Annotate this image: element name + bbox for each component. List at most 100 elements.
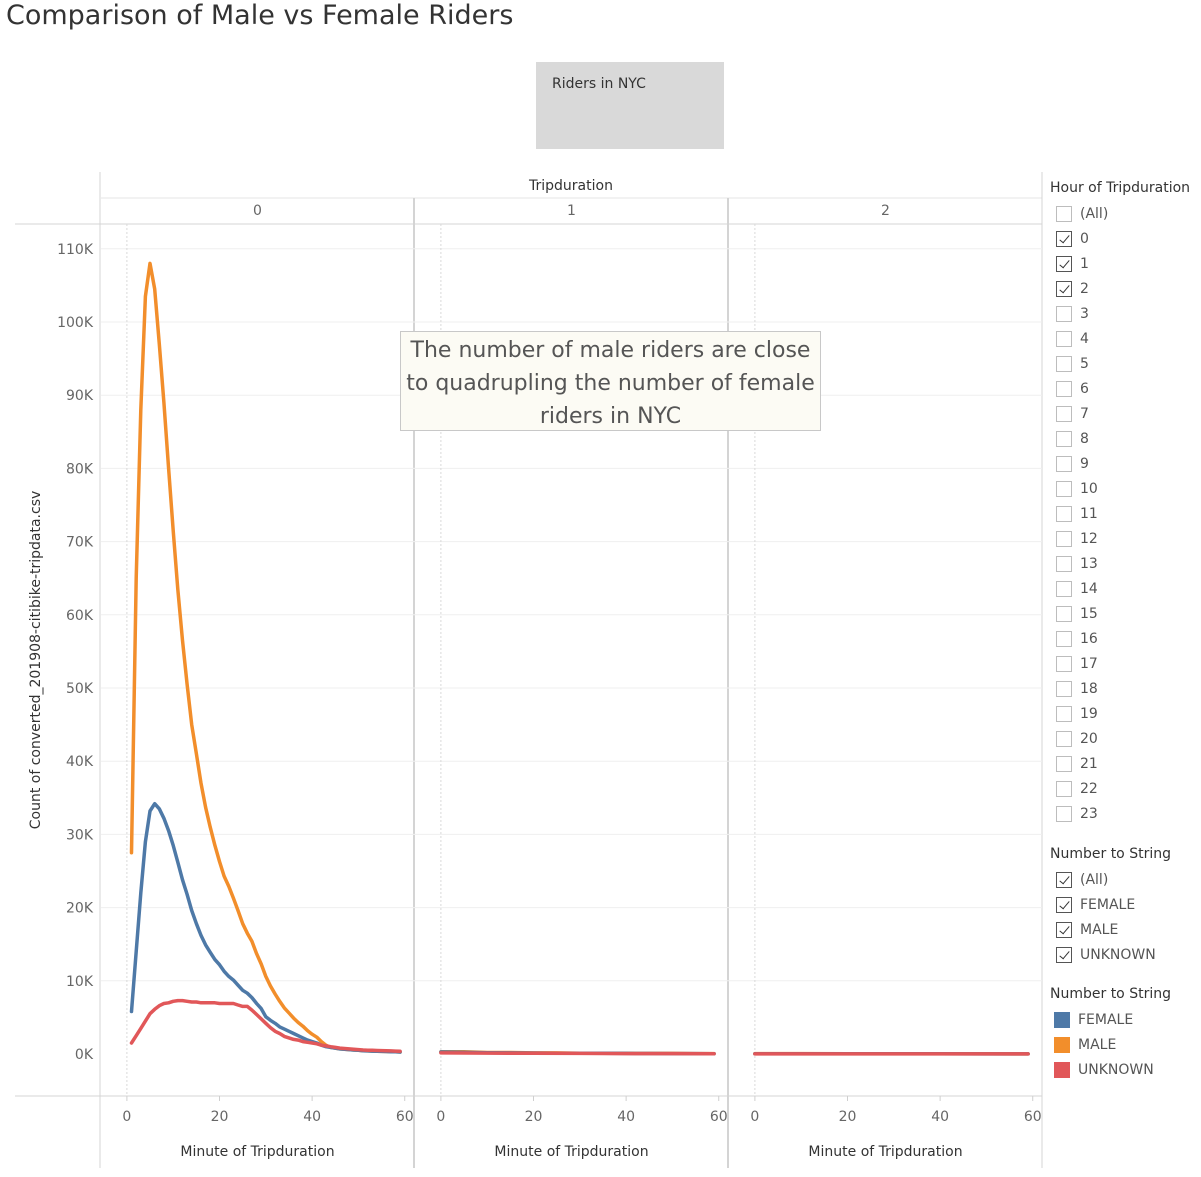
filter-item-21[interactable]: 21 (1056, 754, 1098, 774)
checkbox-unchecked-icon[interactable] (1056, 431, 1072, 447)
filter-item-label: 11 (1080, 506, 1098, 522)
checkbox-checked-icon[interactable] (1056, 922, 1072, 938)
checkbox-unchecked-icon[interactable] (1056, 706, 1072, 722)
legend-label: UNKNOWN (1078, 1062, 1154, 1078)
y-tick-label: 100K (57, 315, 94, 331)
x-tick-label: 60 (1024, 1109, 1042, 1125)
filter-item-13[interactable]: 13 (1056, 554, 1098, 574)
x-tick-label: 40 (931, 1109, 949, 1125)
filter-item-1[interactable]: 1 (1056, 254, 1089, 274)
checkbox-unchecked-icon[interactable] (1056, 781, 1072, 797)
checkbox-checked-icon[interactable] (1056, 872, 1072, 888)
filter-item-label: 12 (1080, 531, 1098, 547)
filter-item-0[interactable]: 0 (1056, 229, 1089, 249)
y-tick-label: 70K (66, 535, 94, 551)
riders-box-label: Riders in NYC (552, 76, 646, 92)
filter-item-male[interactable]: MALE (1056, 920, 1118, 940)
checkbox-unchecked-icon[interactable] (1056, 381, 1072, 397)
y-axis-label: Count of converted_201908-citibike-tripd… (28, 491, 44, 830)
checkbox-unchecked-icon[interactable] (1056, 406, 1072, 422)
filter-item-14[interactable]: 14 (1056, 579, 1098, 599)
x-tick-label: 0 (122, 1109, 131, 1125)
filter-item-5[interactable]: 5 (1056, 354, 1089, 374)
filter-item-20[interactable]: 20 (1056, 729, 1098, 749)
legend-item-female[interactable]: FEMALE (1054, 1010, 1133, 1030)
filter-item-6[interactable]: 6 (1056, 379, 1089, 399)
legend-label: MALE (1078, 1037, 1117, 1053)
filter-item-11[interactable]: 11 (1056, 504, 1098, 524)
page-title: Comparison of Male vs Female Riders (6, 0, 514, 31)
filter-item-all[interactable]: (All) (1056, 204, 1108, 224)
checkbox-unchecked-icon[interactable] (1056, 506, 1072, 522)
checkbox-checked-icon[interactable] (1056, 256, 1072, 272)
filter-item-19[interactable]: 19 (1056, 704, 1098, 724)
legend-swatch (1054, 1062, 1070, 1078)
legend-swatch (1054, 1037, 1070, 1053)
checkbox-unchecked-icon[interactable] (1056, 581, 1072, 597)
checkbox-unchecked-icon[interactable] (1056, 806, 1072, 822)
filter-item-15[interactable]: 15 (1056, 604, 1098, 624)
checkbox-unchecked-icon[interactable] (1056, 531, 1072, 547)
series-line-unknown-panel-0 (129, 998, 402, 1053)
x-tick-label: 40 (303, 1109, 321, 1125)
checkbox-unchecked-icon[interactable] (1056, 306, 1072, 322)
filter-item-16[interactable]: 16 (1056, 629, 1098, 649)
checkbox-unchecked-icon[interactable] (1056, 756, 1072, 772)
filter-item-label: 19 (1080, 706, 1098, 722)
filter-item-unknown[interactable]: UNKNOWN (1056, 945, 1156, 965)
filter-item-label: 3 (1080, 306, 1089, 322)
chart-annotation: The number of male riders are close to q… (400, 331, 821, 431)
column-header-title: Tripduration (528, 178, 613, 194)
checkbox-unchecked-icon[interactable] (1056, 631, 1072, 647)
filter-item-label: 18 (1080, 681, 1098, 697)
filter-item-label: 5 (1080, 356, 1089, 372)
filter-item-label: 0 (1080, 231, 1089, 247)
legend-label: FEMALE (1078, 1012, 1134, 1028)
filter-item-all[interactable]: (All) (1056, 870, 1108, 890)
checkbox-unchecked-icon[interactable] (1056, 481, 1072, 497)
checkbox-unchecked-icon[interactable] (1056, 556, 1072, 572)
filter-item-12[interactable]: 12 (1056, 529, 1098, 549)
filter-item-4[interactable]: 4 (1056, 329, 1089, 349)
filter-item-2[interactable]: 2 (1056, 279, 1089, 299)
checkbox-checked-icon[interactable] (1056, 281, 1072, 297)
checkbox-unchecked-icon[interactable] (1056, 206, 1072, 222)
series-line-female-panel-0 (129, 801, 402, 1054)
filter-item-18[interactable]: 18 (1056, 679, 1098, 699)
filter-item-22[interactable]: 22 (1056, 779, 1098, 799)
checkbox-unchecked-icon[interactable] (1056, 331, 1072, 347)
checkbox-checked-icon[interactable] (1056, 897, 1072, 913)
gender-filter-title: Number to String (1050, 846, 1171, 862)
legend-item-unknown[interactable]: UNKNOWN (1054, 1060, 1154, 1080)
filter-item-label: (All) (1080, 206, 1109, 222)
filter-item-label: 23 (1080, 806, 1098, 822)
filter-item-7[interactable]: 7 (1056, 404, 1089, 424)
filter-item-23[interactable]: 23 (1056, 804, 1098, 824)
filter-item-label: 22 (1080, 781, 1098, 797)
filter-item-10[interactable]: 10 (1056, 479, 1098, 499)
filter-item-label: 20 (1080, 731, 1098, 747)
y-tick-label: 60K (66, 608, 94, 624)
checkbox-unchecked-icon[interactable] (1056, 681, 1072, 697)
filter-item-8[interactable]: 8 (1056, 429, 1089, 449)
filter-item-3[interactable]: 3 (1056, 304, 1089, 324)
checkbox-unchecked-icon[interactable] (1056, 606, 1072, 622)
panel-header-1: 1 (567, 203, 576, 219)
x-tick-label: 20 (211, 1109, 229, 1125)
checkbox-unchecked-icon[interactable] (1056, 731, 1072, 747)
checkbox-checked-icon[interactable] (1056, 947, 1072, 963)
checkbox-unchecked-icon[interactable] (1056, 356, 1072, 372)
checkbox-unchecked-icon[interactable] (1056, 456, 1072, 472)
y-tick-label: 20K (66, 901, 94, 917)
x-axis-label: Minute of Tripduration (180, 1144, 334, 1160)
filter-item-17[interactable]: 17 (1056, 654, 1098, 674)
filter-item-label: 4 (1080, 331, 1089, 347)
checkbox-checked-icon[interactable] (1056, 231, 1072, 247)
filter-item-label: 2 (1080, 281, 1089, 297)
filter-item-female[interactable]: FEMALE (1056, 895, 1135, 915)
legend-item-male[interactable]: MALE (1054, 1035, 1116, 1055)
y-tick-label: 10K (66, 974, 94, 990)
filter-item-label: 15 (1080, 606, 1098, 622)
filter-item-9[interactable]: 9 (1056, 454, 1089, 474)
checkbox-unchecked-icon[interactable] (1056, 656, 1072, 672)
